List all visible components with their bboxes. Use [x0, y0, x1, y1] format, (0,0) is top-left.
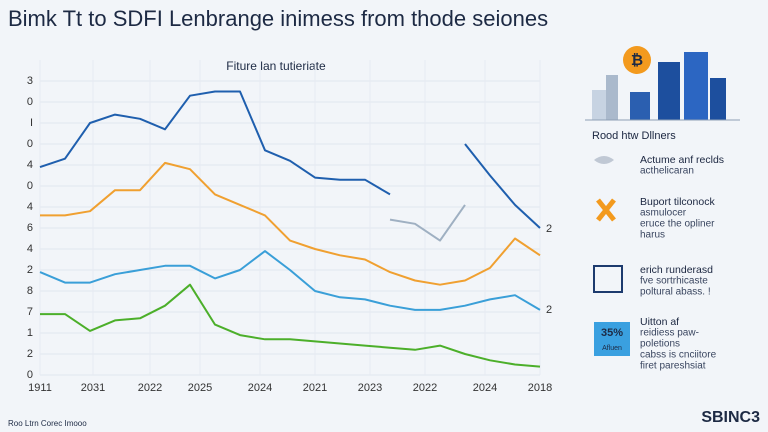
sidebar-text: eruce the opliner	[640, 219, 715, 230]
y-tick-label: 6	[27, 222, 33, 234]
y-tick-label: I	[30, 117, 33, 129]
x-tick-label: 2031	[81, 382, 105, 394]
x-tick-label: 2022	[138, 382, 162, 394]
sidebar-text: harus	[640, 230, 665, 241]
sidebar-text: poletions	[640, 339, 680, 350]
y-tick-label: 4	[27, 159, 33, 171]
sidebar-text: poltural abass. !	[640, 287, 711, 298]
footer-note: Roo Ltrn Corec Imooo	[8, 419, 87, 428]
sidebar-text: Actume anf reclds	[640, 154, 724, 166]
chart-title: Bimk Tt to SDFI Lenbrange inimess from t…	[8, 6, 548, 31]
y-tick-label: 4	[27, 201, 33, 213]
series-line	[39, 90, 541, 229]
annotation: 2	[546, 304, 552, 316]
y-tick-label: 4	[27, 243, 33, 255]
series-line	[39, 250, 541, 311]
sidebar-text: reidiess paw-	[640, 328, 699, 339]
brand: SBINC3	[701, 409, 760, 426]
annotation: 2	[546, 223, 552, 235]
x-tick-label: 2022	[413, 382, 437, 394]
sidebar-text: cabss is cnciitore	[640, 350, 717, 361]
skyline-graphic	[585, 46, 740, 121]
y-tick-label: 2	[27, 264, 33, 276]
x-tick-label: 2024	[248, 382, 272, 394]
x-tick-label: 2018	[528, 382, 552, 394]
sidebar-text: firet pareshsiat	[640, 361, 706, 372]
y-tick-label: 1	[27, 327, 33, 339]
y-tick-label: 0	[27, 96, 33, 108]
y-tick-label: 3	[27, 75, 33, 87]
sidebar-text: Buport tilconock	[640, 196, 715, 208]
y-tick-label: 0	[27, 138, 33, 150]
badge-label: Afluen	[602, 345, 622, 352]
series-line	[389, 204, 466, 242]
sidebar-text: asmulocer	[640, 208, 687, 219]
chart-subtitle: Fiture lan tutieriate	[226, 59, 326, 73]
x-tick-label: 1911	[28, 382, 52, 394]
y-tick-label: 7	[27, 306, 33, 318]
sidebar-icons	[593, 156, 630, 356]
x-tick-label: 2021	[303, 382, 327, 394]
y-tick-label: 0	[27, 180, 33, 192]
bitcoin-icon: ₿	[631, 52, 643, 69]
y-tick-label: 2	[27, 348, 33, 360]
sidebar-heading: Rood htw Dllners	[592, 130, 676, 142]
y-tick-label: 0	[27, 369, 33, 381]
x-tick-label: 2024	[473, 382, 497, 394]
x-tick-label: 2023	[358, 382, 382, 394]
badge-value: 35%	[601, 327, 623, 339]
sidebar-text: fve sortrhicaste	[640, 276, 708, 287]
y-tick-label: 8	[27, 285, 33, 297]
series-line	[40, 283, 541, 368]
sidebar-text: Uitton af	[640, 316, 679, 328]
sidebar-text: acthelicaran	[640, 166, 694, 177]
x-tick-label: 2025	[188, 382, 212, 394]
series-line	[40, 161, 541, 286]
sidebar-text: erich runderasd	[640, 264, 713, 276]
